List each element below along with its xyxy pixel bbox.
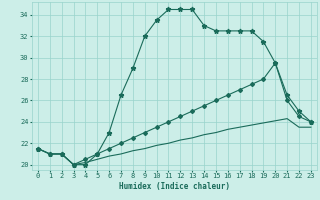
X-axis label: Humidex (Indice chaleur): Humidex (Indice chaleur) [119, 182, 230, 191]
